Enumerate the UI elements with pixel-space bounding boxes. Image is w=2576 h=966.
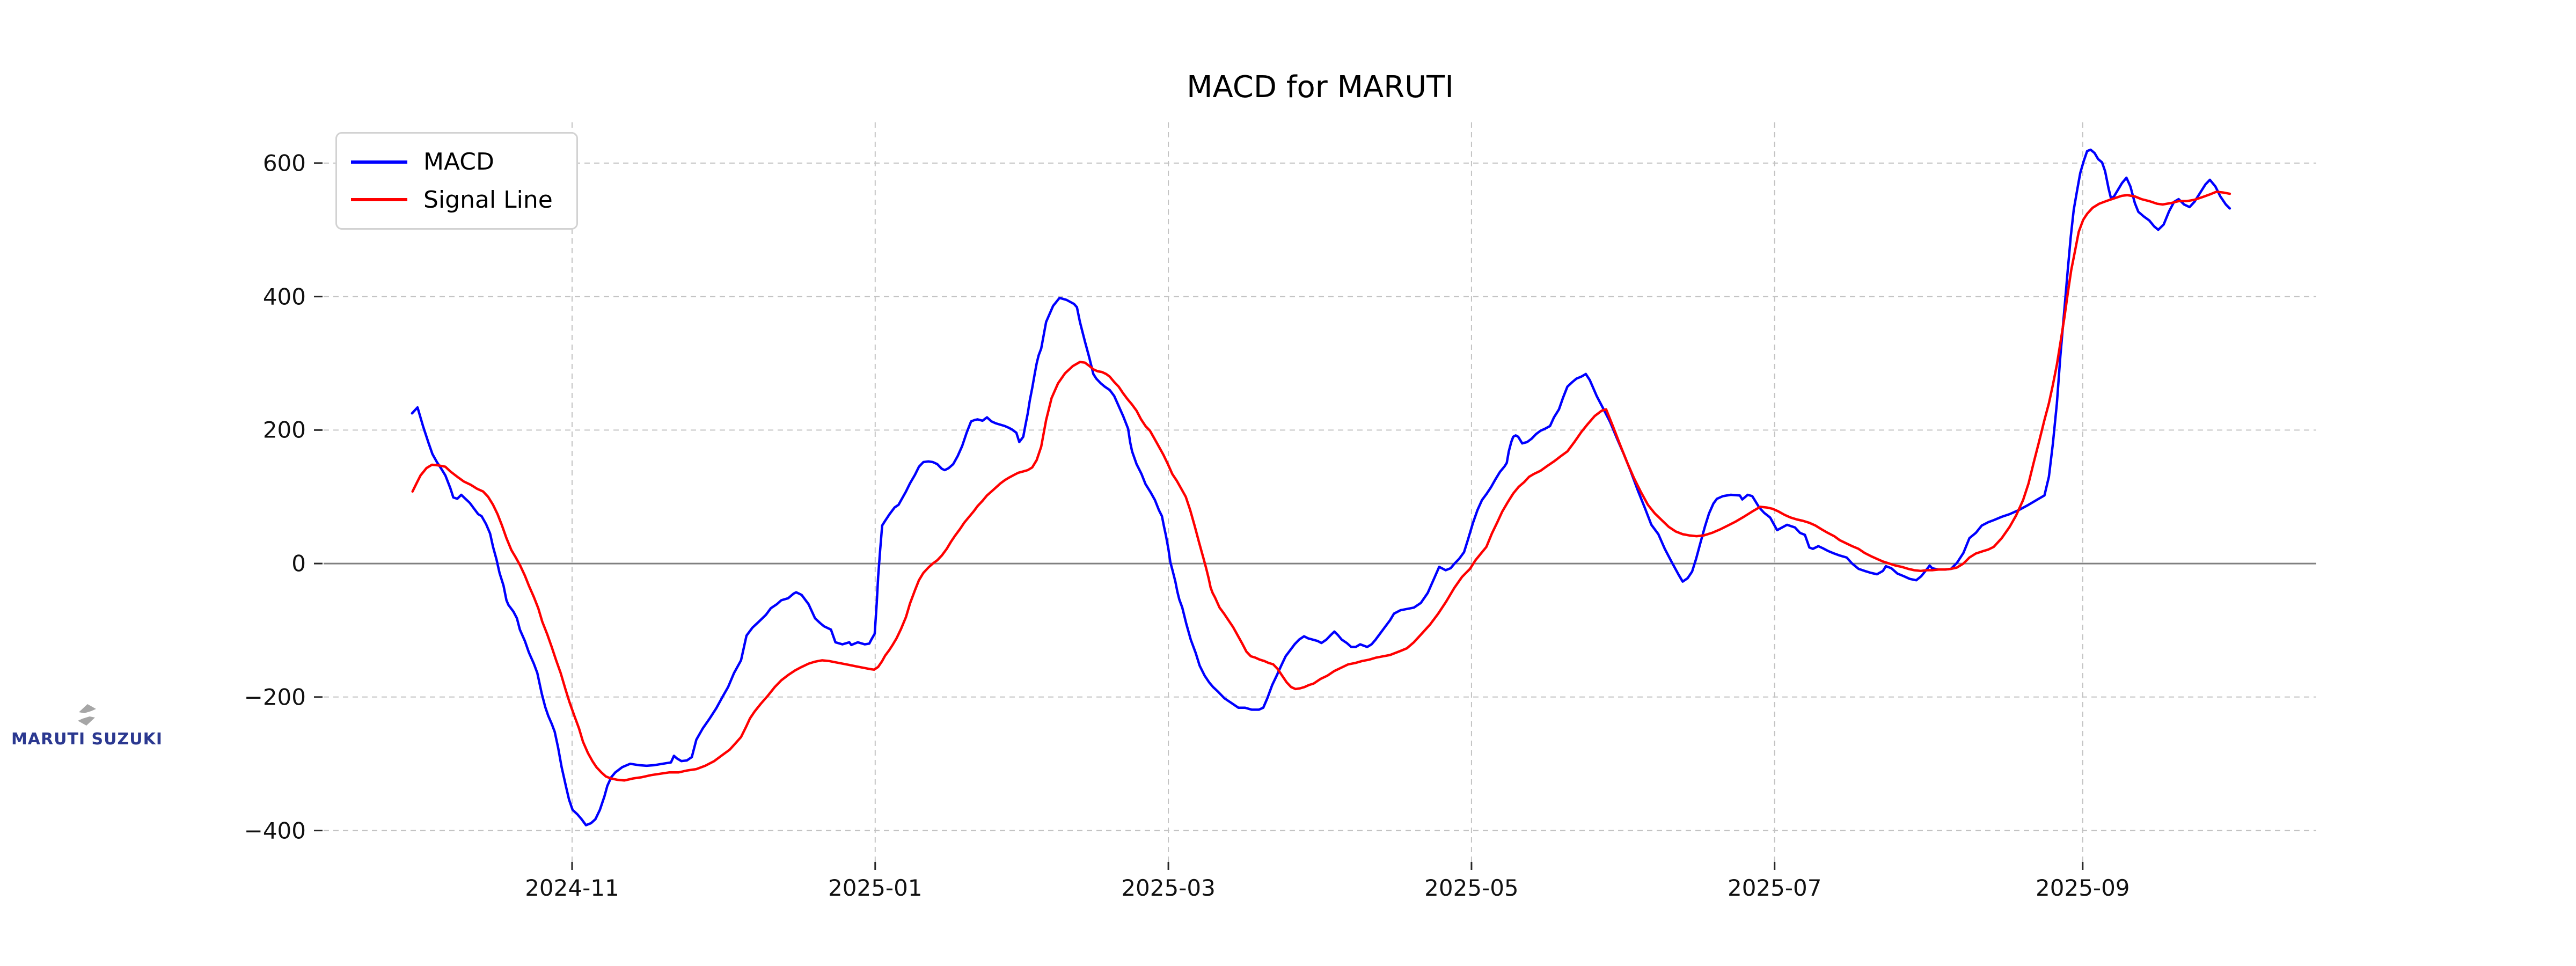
x-tick-label: 2024-11 [525, 875, 619, 901]
legend: MACD Signal Line [335, 132, 578, 230]
legend-entry-signal: Signal Line [337, 186, 576, 214]
chart-title: MACD for MARUTI [1187, 70, 1454, 105]
x-tick-label: 2025-07 [1727, 875, 1822, 901]
legend-label-macd: MACD [423, 148, 494, 176]
x-tick-label: 2025-05 [1424, 875, 1519, 901]
signal-line [411, 191, 2231, 782]
legend-label-signal: Signal Line [423, 186, 553, 214]
suzuki-s-icon [78, 704, 96, 726]
y-tick-label: −400 [244, 817, 306, 844]
macd-line [411, 148, 2231, 826]
macd-line-swatch [351, 160, 407, 164]
x-tick-label: 2025-03 [1121, 875, 1216, 901]
y-tick-label: 0 [291, 550, 306, 577]
maruti-suzuki-logo: MARUTI SUZUKI [9, 703, 165, 749]
y-tick-label: 600 [262, 150, 306, 177]
signal-line-swatch [351, 198, 407, 202]
y-tick-label: −200 [244, 684, 306, 711]
legend-entry-macd: MACD [337, 148, 576, 175]
y-tick-label: 200 [262, 416, 306, 443]
x-tick-label: 2025-01 [828, 875, 923, 901]
logo-text: MARUTI SUZUKI [11, 730, 163, 749]
y-tick-label: 400 [262, 283, 306, 310]
x-tick-label: 2025-09 [2036, 875, 2130, 901]
